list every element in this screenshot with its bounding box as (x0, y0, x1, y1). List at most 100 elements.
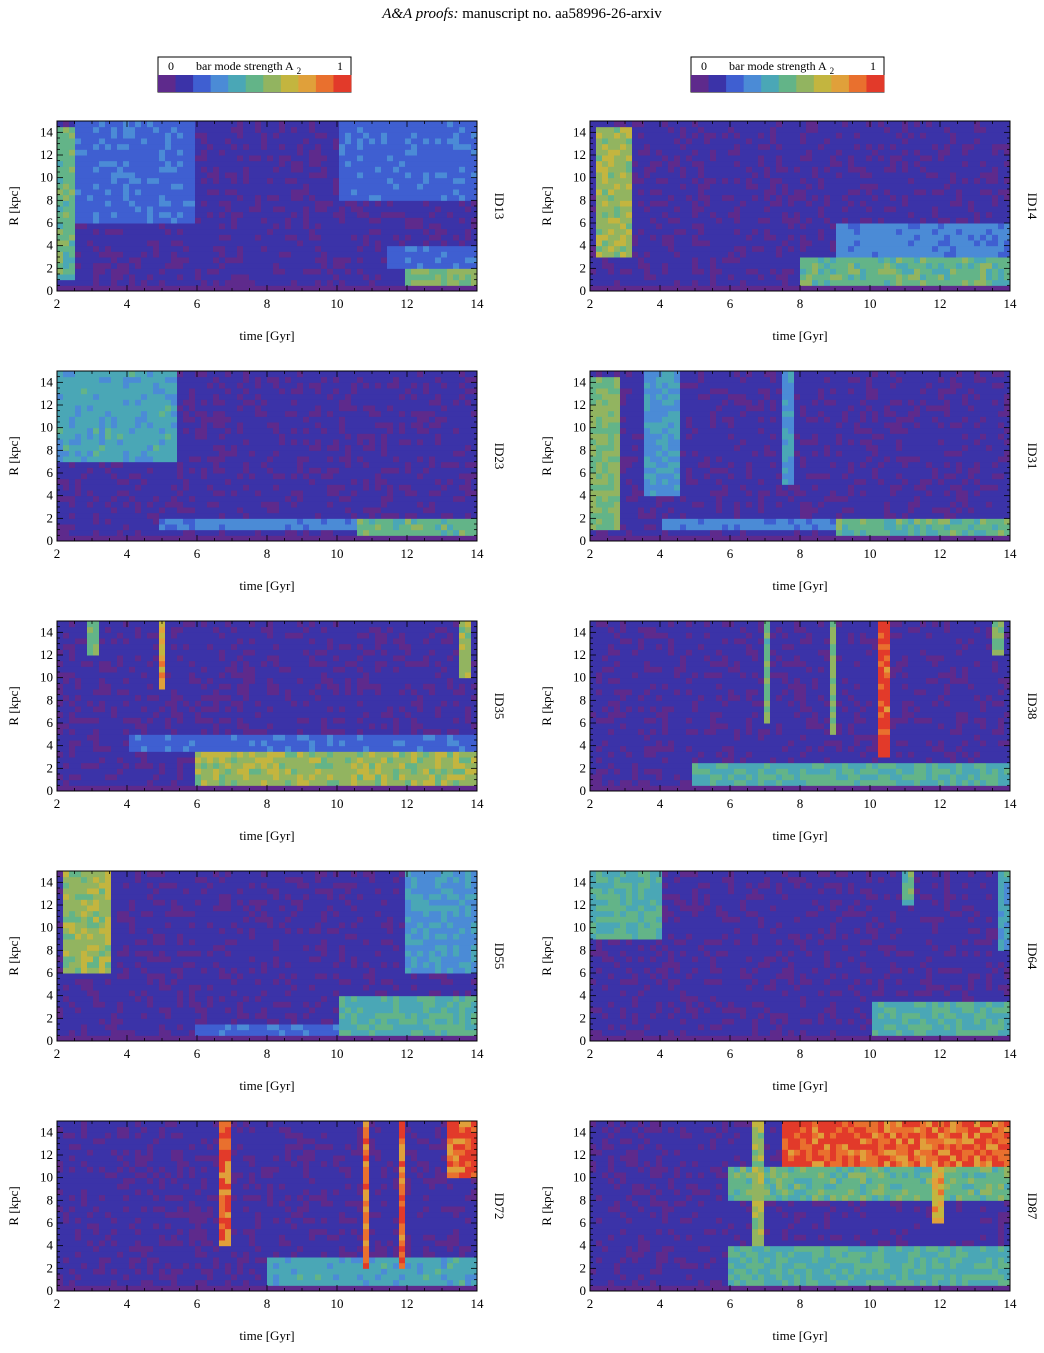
heatmap-cell (105, 223, 112, 229)
heatmap-cell (147, 200, 154, 206)
heatmap-cell (674, 263, 681, 269)
heatmap-cell (644, 246, 651, 252)
heatmap-cell (69, 195, 76, 201)
heatmap-cell (309, 263, 316, 269)
heatmap-cell (99, 274, 106, 280)
heatmap-cell (111, 132, 118, 138)
heatmap-cell (459, 144, 466, 150)
heatmap-cell (57, 121, 64, 127)
heatmap-cell (99, 263, 106, 269)
heatmap-cell (435, 251, 442, 257)
heatmap-cell (333, 127, 340, 133)
heatmap-cell (165, 240, 172, 246)
heatmap-cell (698, 200, 705, 206)
heatmap-cell (662, 217, 669, 223)
heatmap-cell (201, 246, 208, 252)
heatmap-cell (686, 263, 693, 269)
heatmap-cell (608, 189, 615, 195)
heatmap-cell (207, 251, 214, 257)
heatmap-cell (680, 166, 687, 172)
heatmap-cell (692, 251, 699, 257)
colorbar-swatch (709, 75, 727, 92)
heatmap-cell (674, 212, 681, 218)
heatmap-cell (177, 183, 184, 189)
heatmap-cell (686, 172, 693, 178)
heatmap-cell (692, 195, 699, 201)
heatmap-cell (596, 234, 603, 240)
heatmap-cell (201, 149, 208, 155)
heatmap-cell (255, 212, 262, 218)
heatmap-cell (692, 217, 699, 223)
heatmap-cell (680, 257, 687, 263)
y-tick-label: 2 (47, 260, 54, 275)
heatmap-cell (351, 251, 358, 257)
heatmap-cell (183, 251, 190, 257)
heatmap-cell (93, 234, 100, 240)
heatmap-cell (195, 183, 202, 189)
heatmap-cell (99, 144, 106, 150)
heatmap-cell (93, 155, 100, 161)
heatmap-cell (57, 127, 64, 133)
heatmap-cell (447, 189, 454, 195)
heatmap-cell (177, 280, 184, 286)
heatmap-cell (333, 229, 340, 235)
heatmap-cell (435, 217, 442, 223)
heatmap-cell (261, 268, 268, 274)
heatmap-cell (225, 138, 232, 144)
heatmap-cell (638, 223, 645, 229)
heatmap-cell (680, 263, 687, 269)
heatmap-cell (387, 195, 394, 201)
heatmap-cell (201, 166, 208, 172)
heatmap-cell (453, 234, 460, 240)
heatmap-cell (668, 257, 675, 263)
heatmap-cell (327, 155, 334, 161)
heatmap-cell (135, 121, 142, 127)
heatmap-cell (375, 263, 382, 269)
heatmap-cell (207, 121, 214, 127)
heatmap-cell (207, 127, 214, 133)
colorbar-swatch (246, 75, 264, 92)
heatmap-cell (369, 183, 376, 189)
heatmap-cell (87, 234, 94, 240)
heatmap-cell (339, 212, 346, 218)
heatmap-cell (135, 280, 142, 286)
heatmap-cell (453, 132, 460, 138)
heatmap-cell (602, 240, 609, 246)
heatmap-cell (105, 234, 112, 240)
heatmap-cell (75, 200, 82, 206)
heatmap-cell (153, 257, 160, 263)
heatmap-cell (243, 166, 250, 172)
heatmap-cell (465, 166, 472, 172)
heatmap-cell (608, 161, 615, 167)
heatmap-cell (638, 172, 645, 178)
heatmap-cell (435, 200, 442, 206)
heatmap-cell (441, 229, 448, 235)
heatmap-cell (698, 144, 705, 150)
heatmap-cell (189, 212, 196, 218)
heatmap-cell (189, 144, 196, 150)
heatmap-cell (159, 229, 166, 235)
heatmap-cell (662, 257, 669, 263)
heatmap-cell (650, 274, 657, 280)
heatmap-cell (333, 178, 340, 184)
heatmap-cell (291, 183, 298, 189)
heatmap-cell (165, 268, 172, 274)
heatmap-cell (363, 178, 370, 184)
heatmap-cell (99, 257, 106, 263)
heatmap-cell (411, 206, 418, 212)
heatmap-cell (99, 223, 106, 229)
heatmap-cell (375, 149, 382, 155)
heatmap-cell (189, 223, 196, 229)
heatmap-cell (602, 217, 609, 223)
heatmap-cell (315, 200, 322, 206)
heatmap-cell (632, 166, 639, 172)
heatmap-cell (99, 155, 106, 161)
heatmap-cell (87, 183, 94, 189)
heatmap-cell (333, 274, 340, 280)
heatmap-cell (279, 212, 286, 218)
heatmap-cell (662, 172, 669, 178)
heatmap-cell (225, 178, 232, 184)
heatmap-cell (171, 166, 178, 172)
heatmap-cell (303, 121, 310, 127)
heatmap-cell (620, 246, 627, 252)
